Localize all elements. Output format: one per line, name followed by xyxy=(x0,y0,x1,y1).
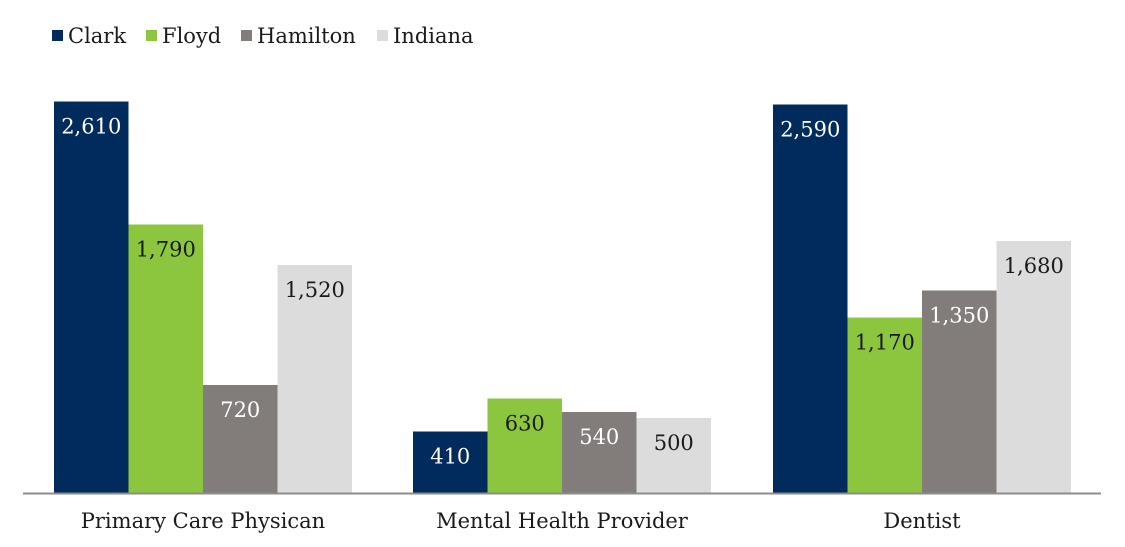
value-label-dentist-indiana: 1,680 xyxy=(1004,254,1064,278)
bar-mental-health-provider-hamilton xyxy=(562,412,637,493)
legend-swatch-clark xyxy=(52,30,63,41)
value-label-mental-health-provider-floyd: 630 xyxy=(505,412,545,436)
bar-primary-care-physican-clark xyxy=(54,101,129,493)
value-label-primary-care-physican-indiana: 1,520 xyxy=(285,278,345,302)
value-label-dentist-hamilton: 1,350 xyxy=(929,304,989,328)
bar-dentist-indiana xyxy=(996,241,1071,493)
value-label-primary-care-physican-floyd: 1,790 xyxy=(136,238,196,262)
value-label-primary-care-physican-hamilton: 720 xyxy=(220,398,260,422)
value-label-dentist-clark: 2,590 xyxy=(780,118,840,142)
bar-dentist-hamilton xyxy=(922,290,997,493)
value-labels: 2,610 1,790 720 1,520 410 630 540 500 2,590 1,170… xyxy=(61,115,1064,469)
bar-primary-care-physican-indiana xyxy=(277,265,352,493)
value-label-primary-care-physican-clark: 2,610 xyxy=(61,115,121,139)
legend-label-hamilton: Hamilton xyxy=(257,24,356,48)
category-label-mental-health-provider: Mental Health Provider xyxy=(436,509,689,533)
bar-primary-care-physican-floyd xyxy=(128,224,203,493)
value-label-mental-health-provider-clark: 410 xyxy=(430,445,470,469)
bar-mental-health-provider-floyd xyxy=(487,398,562,493)
bar-dentist-clark xyxy=(773,104,848,493)
legend-label-floyd: Floyd xyxy=(162,24,221,48)
legend-swatch-hamilton xyxy=(241,30,252,41)
legend-label-clark: Clark xyxy=(68,24,126,48)
bar-mental-health-provider-indiana xyxy=(636,418,711,493)
value-label-mental-health-provider-indiana: 500 xyxy=(654,431,694,455)
legend-label-indiana: Indiana xyxy=(393,24,474,48)
legend: Clark Floyd Hamilton Indiana xyxy=(52,24,474,48)
legend-swatch-indiana xyxy=(377,30,388,41)
category-label-primary-care-physican: Primary Care Physican xyxy=(81,509,325,533)
bar-mental-health-provider-clark xyxy=(413,431,488,493)
value-label-mental-health-provider-hamilton: 540 xyxy=(579,425,619,449)
bar-dentist-floyd xyxy=(847,317,922,493)
bar-primary-care-physican-hamilton xyxy=(203,385,278,493)
category-labels: Primary Care Physican Mental Health Provi… xyxy=(81,509,961,533)
legend-swatch-floyd xyxy=(146,30,157,41)
category-label-dentist: Dentist xyxy=(883,509,961,533)
value-label-dentist-floyd: 1,170 xyxy=(855,331,915,355)
bars xyxy=(54,101,1071,493)
